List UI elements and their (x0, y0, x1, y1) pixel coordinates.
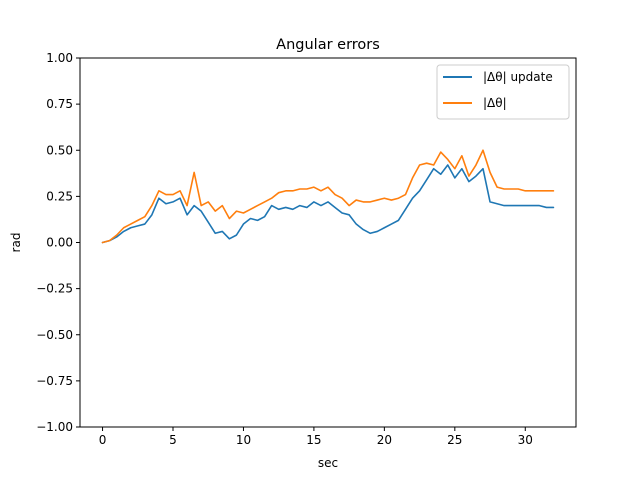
series-line-1 (101, 149, 555, 244)
x-axis-label: sec (318, 456, 338, 470)
y-tick-label: −1.00 (36, 420, 73, 434)
legend-box (436, 64, 570, 120)
x-tick-label: 15 (306, 433, 321, 447)
y-tick-label: 1.00 (46, 51, 73, 65)
y-tick-label: 0.50 (46, 143, 73, 157)
y-tick-label: 0.25 (46, 189, 73, 203)
y-axis-label: rad (9, 233, 23, 253)
legend-label-delta-theta: |Δθ| (483, 96, 507, 110)
series-layer (101, 149, 555, 244)
y-tick-label: −0.75 (36, 374, 73, 388)
x-tick-label: 30 (518, 433, 533, 447)
series-line-0 (101, 164, 555, 244)
legend: |Δθ| update |Δθ| (436, 64, 570, 120)
x-tick-label: 10 (236, 433, 251, 447)
y-tick-label: 0.00 (46, 236, 73, 250)
y-tick-label: −0.25 (36, 282, 73, 296)
x-tick-label: 0 (99, 433, 107, 447)
x-tick-label: 25 (447, 433, 462, 447)
x-tick-label: 5 (169, 433, 177, 447)
chart-title: Angular errors (276, 37, 380, 53)
y-axis: −1.00 −0.75 −0.50 −0.25 0.00 0.25 0.50 0.75 1.00 (36, 51, 80, 434)
x-axis: 0 5 10 15 20 25 30 (99, 427, 533, 447)
legend-label-update: |Δθ| update (483, 70, 553, 84)
x-tick-label: 20 (377, 433, 392, 447)
y-tick-label: −0.50 (36, 328, 73, 342)
y-tick-label: 0.75 (46, 97, 73, 111)
